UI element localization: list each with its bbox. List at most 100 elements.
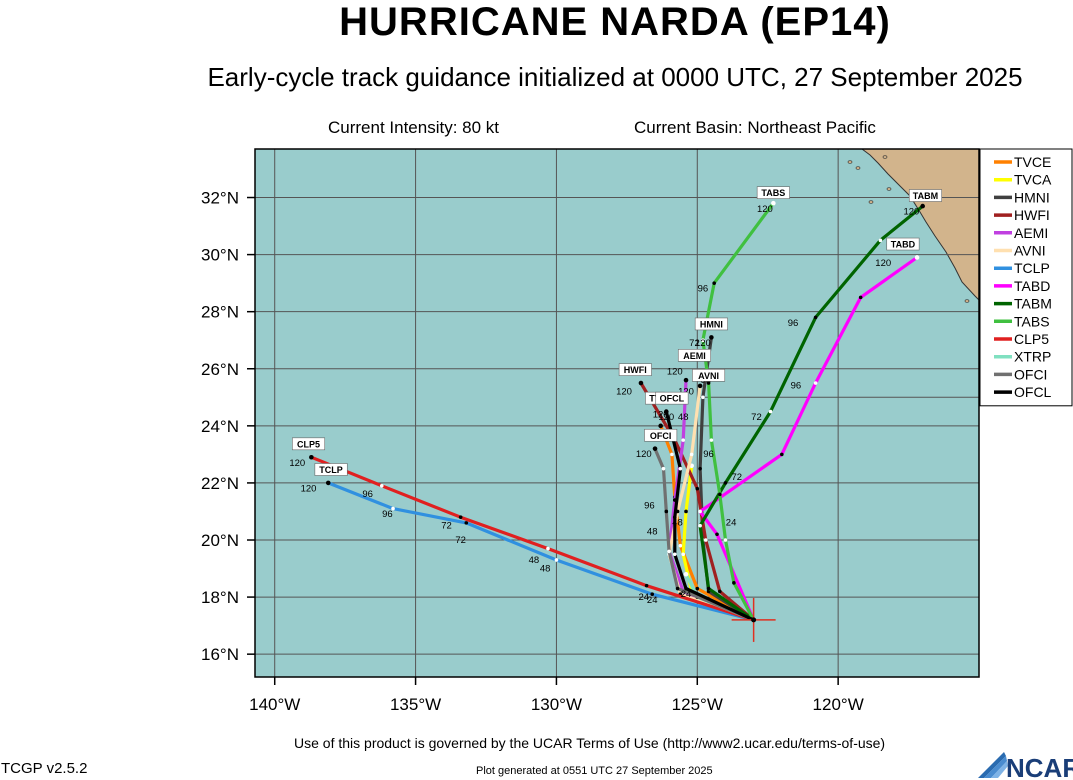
track-point — [675, 586, 680, 591]
forecast-hour-label: 120 — [653, 409, 669, 420]
track-point — [678, 543, 683, 548]
storm-center — [751, 617, 757, 623]
legend-entry-tabs: TABS — [1014, 313, 1050, 329]
track-point — [661, 466, 666, 471]
track-tag-avni: AVNI — [698, 371, 719, 381]
island — [855, 166, 861, 170]
track-point — [813, 381, 818, 385]
island — [882, 155, 888, 159]
track-ofci — [653, 447, 756, 622]
land-california — [861, 149, 979, 301]
ocean — [255, 149, 979, 677]
track-point — [732, 581, 736, 585]
legend-entry-tvca: TVCA — [1014, 172, 1052, 188]
track-point — [672, 515, 677, 519]
map-layer: 2448120120120120120962448729612072961207… — [201, 148, 980, 714]
legend-entry-tabm: TABM — [1014, 296, 1052, 312]
legend-entry-avni: AVNI — [1014, 243, 1046, 259]
track-ofcl — [664, 410, 756, 622]
legend-entry-tvce: TVCE — [1014, 154, 1051, 170]
track-point — [698, 523, 702, 528]
forecast-hour-label: 48 — [540, 563, 551, 574]
track-hmni — [698, 335, 756, 622]
track-point — [664, 509, 669, 514]
track-tag-tabs: TABS — [761, 188, 785, 198]
legend-entry-hmni: HMNI — [1014, 189, 1050, 205]
forecast-hour-label: 72 — [751, 412, 762, 423]
chart-subtitle: Early-cycle track guidance initialized a… — [207, 62, 1023, 92]
track-point — [683, 377, 689, 383]
track-tclp — [326, 481, 756, 622]
version-label: TCGP v2.5.2 — [1, 760, 88, 777]
track-point — [698, 466, 702, 471]
island — [847, 160, 853, 164]
forecast-hour-label: 24 — [726, 518, 737, 529]
track-point — [878, 238, 883, 243]
track-point — [771, 200, 776, 206]
track-tag-box — [692, 369, 726, 382]
forecast-hour-label: 48 — [647, 526, 658, 537]
track-tag-hmni: HMNI — [700, 319, 723, 329]
forecast-hour-label: 120 — [667, 366, 683, 377]
forecast-hour-label: 96 — [698, 284, 709, 295]
track-point — [678, 466, 683, 471]
lat-tick-label: 26°N — [201, 360, 239, 379]
forecast-hour-label: 120 — [658, 412, 674, 423]
forecast-hour-label: 96 — [788, 318, 799, 329]
track-point — [701, 338, 705, 343]
legend-entry-tclp: TCLP — [1014, 260, 1050, 276]
track-point — [667, 549, 671, 554]
track-point — [715, 532, 719, 537]
track-point — [698, 509, 702, 514]
track-clp5 — [309, 455, 756, 622]
forecast-hour-label: 72 — [731, 472, 742, 483]
track-tag-box — [756, 186, 790, 199]
track-point — [701, 395, 705, 400]
track-point — [681, 552, 686, 557]
track-point — [718, 492, 722, 497]
track-point — [920, 203, 925, 209]
forecast-hour-label: 120 — [289, 458, 305, 469]
current-basin: Current Basin: Northeast Pacific — [634, 118, 876, 137]
chart-title: HURRICANE NARDA (EP14) — [339, 0, 891, 44]
lat-tick-label: 20°N — [201, 531, 239, 550]
track-point — [379, 483, 384, 488]
track-point — [768, 409, 773, 414]
forecast-hour-label: 48 — [678, 412, 689, 423]
forecast-hour-label: 96 — [791, 381, 802, 392]
track-point — [652, 446, 658, 451]
generated-timestamp: Plot generated at 0551 UTC 27 September … — [476, 765, 713, 777]
track-point — [689, 452, 694, 457]
ncar-logo: NCAR — [978, 752, 1073, 780]
forecast-hour-label: 120 — [616, 386, 632, 397]
track-point — [672, 552, 677, 557]
track-point — [695, 586, 700, 591]
track-point — [858, 295, 863, 300]
track-point — [638, 380, 644, 386]
forecast-hour-label: 120 — [301, 483, 317, 494]
map-inner: 2448120120120120120962448729612072961207… — [255, 149, 979, 677]
lat-tick-label: 16°N — [201, 645, 239, 664]
track-point — [706, 586, 711, 591]
track-point — [554, 558, 559, 562]
track-point — [712, 281, 716, 285]
track-tag-hwfi: HWFI — [624, 365, 647, 375]
track-point — [709, 438, 714, 442]
forecast-hour-label: 120 — [903, 207, 919, 218]
lat-tick-label: 24°N — [201, 417, 239, 436]
track-tag-box — [677, 349, 711, 362]
lon-tick-label: 140°W — [249, 695, 300, 714]
track-point — [723, 538, 728, 542]
track-point — [684, 586, 688, 591]
track-point — [391, 506, 395, 511]
track-tag-box — [292, 437, 326, 451]
track-point — [546, 546, 550, 551]
current-intensity: Current Intensity: 80 kt — [328, 118, 500, 137]
track-tag-box — [655, 391, 689, 405]
forecast-hour-label: 72 — [441, 521, 452, 532]
track-point — [670, 452, 674, 457]
track-point — [703, 538, 708, 542]
island — [886, 187, 892, 191]
track-tag-tabd: TABD — [891, 240, 916, 250]
